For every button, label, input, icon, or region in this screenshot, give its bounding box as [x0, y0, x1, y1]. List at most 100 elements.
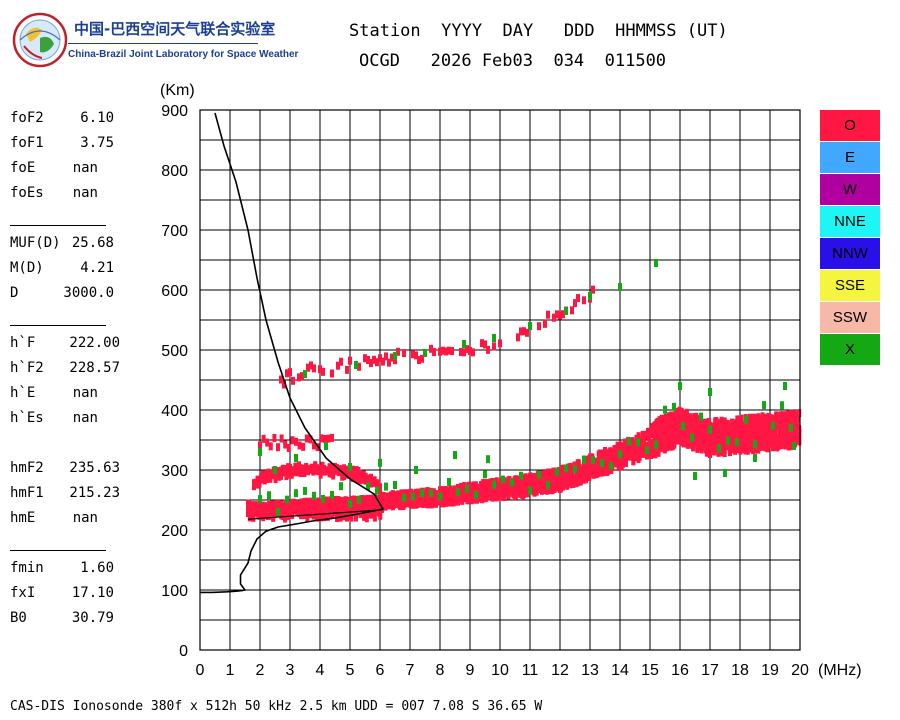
echo-mark-o [645, 451, 649, 460]
echo-mark-x [699, 412, 703, 421]
echo-mark-o [342, 464, 346, 473]
echo-mark-o [265, 438, 270, 447]
echo-mark-x [465, 484, 469, 493]
echo-mark-x [618, 450, 622, 459]
echo-mark-o [302, 468, 307, 477]
legend-item-x: X [820, 334, 880, 365]
echo-mark-x [492, 334, 496, 342]
echo-mark-x [693, 472, 697, 480]
echo-mark-o [417, 356, 421, 365]
echo-mark-x [717, 444, 721, 453]
echo-mark-o [739, 414, 744, 423]
y-tick-label: 800 [161, 163, 188, 180]
echo-mark-x [456, 488, 460, 497]
echo-mark-o [618, 441, 623, 450]
echo-mark-o [314, 505, 319, 514]
param-value: 3000.0 [63, 285, 114, 301]
echo-mark-o [403, 498, 408, 507]
echo-mark-o [294, 437, 298, 446]
echo-mark-o [672, 440, 677, 449]
echo-mark-o [783, 431, 788, 440]
echo-mark-x [321, 494, 325, 503]
echo-mark-o [570, 469, 575, 478]
echo-mark-o [744, 438, 749, 447]
echo-mark-o [757, 427, 762, 436]
echo-mark-o [680, 429, 685, 438]
echo-mark-o [351, 473, 355, 482]
echo-mark-o [722, 449, 727, 458]
echo-mark-o [779, 431, 784, 440]
echo-mark-o [532, 488, 537, 497]
param-row: M(D) 4.21 [10, 260, 120, 278]
echo-mark-o [486, 345, 490, 354]
echo-mark-o [678, 420, 683, 429]
echo-mark-x [591, 456, 595, 465]
echo-mark-o [357, 362, 361, 371]
echo-mark-o [312, 364, 316, 373]
echo-mark-o [438, 347, 442, 356]
legend-item-nnw: NNW [820, 238, 880, 269]
echo-mark-x [486, 455, 490, 464]
echo-mark-o [407, 499, 412, 508]
param-label: fxI [10, 585, 36, 601]
echo-mark-o [525, 328, 529, 337]
x-tick-label: 15 [641, 662, 659, 679]
echo-mark-o [279, 375, 283, 384]
echo-mark-o [719, 416, 724, 425]
echo-mark-x [609, 461, 613, 470]
echo-mark-o [345, 365, 349, 374]
echo-mark-o [369, 473, 373, 482]
echo-mark-x [708, 425, 712, 434]
echo-mark-x [378, 458, 382, 467]
echo-mark-x [681, 421, 685, 430]
x-tick-label: 6 [376, 662, 385, 679]
x-tick-label: 18 [731, 662, 749, 679]
echo-mark-o [272, 433, 277, 442]
echo-mark-o [664, 430, 669, 439]
echo-mark-o [543, 319, 547, 328]
echo-mark-o [502, 493, 507, 502]
echo-mark-x [753, 454, 757, 462]
echo-mark-o [273, 475, 278, 484]
echo-mark-o [647, 433, 652, 442]
echo-mark-x [510, 478, 514, 487]
echo-mark-o [483, 340, 487, 349]
echo-mark-o [283, 505, 288, 514]
x-tick-label: 10 [491, 662, 509, 679]
profile-curve [200, 112, 385, 594]
echo-mark-x [654, 440, 658, 449]
echo-mark-o [558, 484, 563, 493]
echo-mark-o [797, 429, 802, 438]
echo-mark-o [348, 356, 352, 365]
y-tick-label: 100 [161, 583, 188, 600]
echo-mark-o [258, 441, 262, 450]
params-separator [10, 225, 106, 226]
echo-mark-x [324, 442, 328, 450]
echo-mark-x [663, 405, 667, 414]
echo-mark-o [259, 504, 264, 513]
echo-mark-o [617, 461, 622, 470]
echo-mark-o [552, 313, 556, 322]
echo-mark-o [318, 506, 322, 515]
echo-mark-x [627, 437, 631, 446]
echo-mark-o [545, 486, 550, 495]
echo-mark-o [283, 440, 288, 449]
echo-mark-x [600, 459, 604, 468]
echo-mark-o [305, 514, 310, 523]
echo-mark-o [363, 354, 367, 363]
echo-mark-o [366, 355, 370, 364]
echo-mark-o [473, 481, 478, 490]
echo-mark-o [659, 432, 664, 441]
echo-mark-x [645, 446, 649, 455]
param-row: B0 30.79 [10, 610, 120, 628]
echo-mark-o [540, 486, 544, 495]
echo-mark-o [700, 442, 705, 451]
echo-mark-x [447, 477, 451, 486]
echo-mark-o [372, 513, 377, 522]
echo-mark-o [451, 497, 456, 506]
x-tick-label: 3 [286, 662, 295, 679]
param-label: M(D) [10, 260, 44, 276]
param-label: foE [10, 160, 36, 176]
echo-mark-o [416, 490, 421, 499]
